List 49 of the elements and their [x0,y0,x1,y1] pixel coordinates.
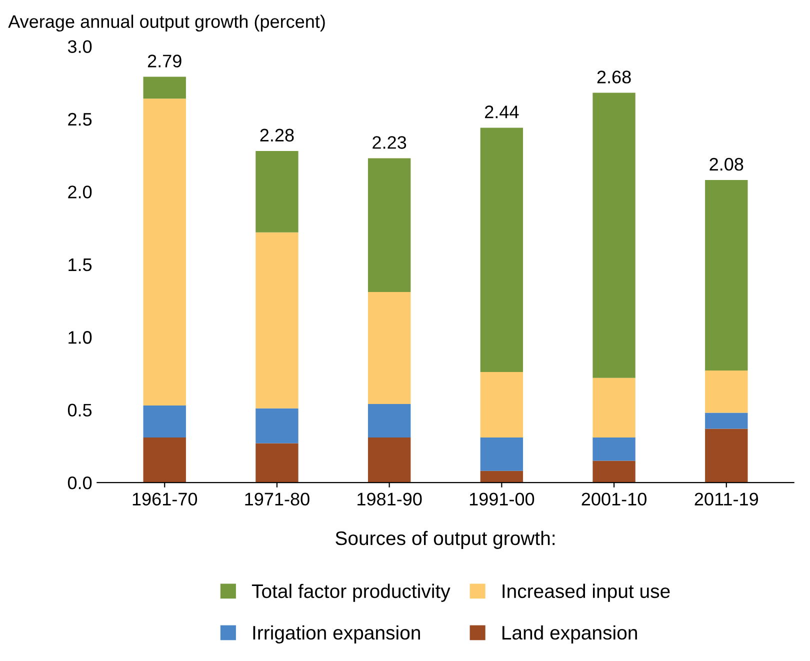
y-tick-label: 2.5 [68,112,92,126]
legend-label: Total factor productivity [252,584,450,602]
bar [705,370,748,413]
legend-label: Increased input use [502,584,670,602]
bar [256,232,298,408]
bar [480,470,524,483]
bar [480,372,524,438]
x-tick-label: 1991-00 [470,492,534,506]
x-tick-label: 2011-19 [694,492,758,506]
total-label: 2.08 [710,158,744,171]
y-tick-label: 1.5 [68,258,92,272]
bar [368,404,411,438]
bar [705,428,748,483]
y-axis-title: Average annual output growth (percent) [8,14,325,32]
y-tick-label: 1.0 [68,331,92,344]
total-label: 2.28 [260,128,294,142]
bar [705,412,748,429]
bar [143,437,186,483]
bar [368,437,411,483]
y-tick-label: 2.0 [68,186,92,198]
bar [256,408,298,444]
legend-title: Sources of output growth: [336,530,555,549]
bar [143,98,186,406]
y-tick-label: 0.5 [68,404,92,417]
bar [592,437,636,461]
x-tick-label: 1981-90 [358,492,422,506]
bar [368,292,411,404]
total-label: 2.68 [597,70,631,84]
x-tick-label: 1961-70 [132,492,198,506]
x-tick-label: 2001-10 [582,492,646,506]
bar [592,378,636,438]
y-tick-label: 3.0 [68,40,92,53]
bar [256,443,298,483]
bar [480,128,524,372]
bar [592,460,636,483]
total-label: 2.23 [372,136,406,149]
bar [368,158,411,292]
bar [592,92,636,378]
x-tick-label: 1971-80 [245,492,310,506]
bar [480,437,524,471]
bar [143,76,186,99]
total-label: 2.44 [485,106,519,118]
bar [256,150,298,232]
y-tick-label: 0.0 [68,476,92,490]
legend-label: Land expansion [502,625,637,644]
bar [705,180,748,371]
bar [143,405,186,438]
legend-label: Irrigation expansion [253,625,420,644]
total-label: 2.79 [148,54,182,68]
